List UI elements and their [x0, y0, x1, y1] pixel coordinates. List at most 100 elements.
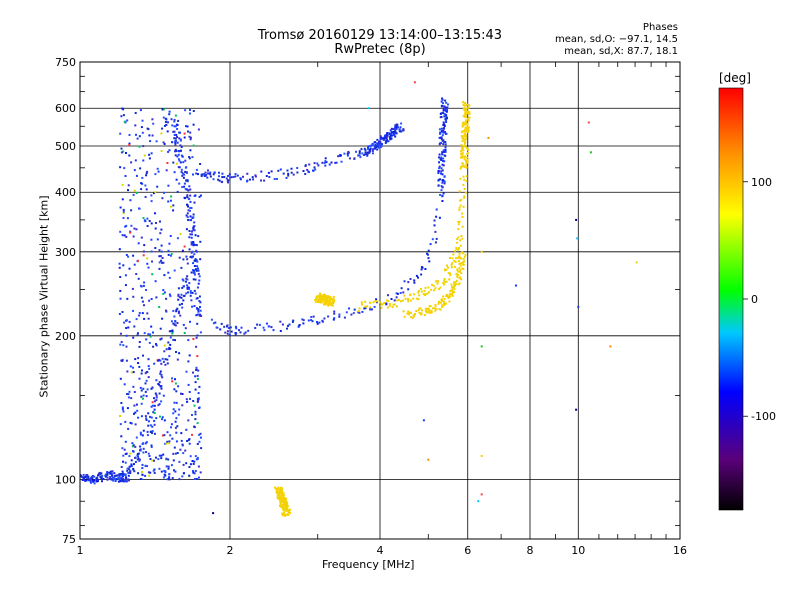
o-mode-point [349, 157, 351, 160]
o-mode-point [262, 326, 265, 329]
o-mode-point [400, 130, 403, 133]
o-mode-point [142, 217, 145, 219]
o-mode-point [185, 179, 188, 182]
x-mode-point [448, 295, 451, 298]
o-mode-point [104, 474, 107, 477]
x-mode-point [459, 264, 462, 267]
o-mode-point [190, 241, 193, 244]
o-mode-point [124, 284, 127, 287]
o-mode-point [227, 179, 230, 182]
o-mode-point [170, 195, 173, 198]
o-mode-point [443, 113, 446, 115]
o-mode-point [126, 217, 129, 220]
o-mode-point [138, 365, 141, 368]
o-mode-point [161, 376, 164, 379]
x-mode-point [434, 304, 437, 306]
o-mode-point [263, 179, 266, 182]
o-mode-point [121, 478, 124, 481]
o-mode-point [135, 436, 138, 439]
o-mode-point [181, 249, 184, 252]
o-mode-point [227, 327, 230, 329]
o-mode-point [163, 419, 166, 422]
x-mode-point [446, 295, 449, 298]
o-mode-point [177, 287, 180, 290]
o-mode-point [93, 479, 96, 482]
x-mode-point [456, 268, 459, 271]
o-mode-point [174, 140, 177, 143]
x-mode-point [285, 509, 288, 512]
o-mode-point [191, 305, 194, 308]
x-mode-point [465, 107, 468, 110]
x-mode-point [420, 290, 423, 293]
x-mode-point [374, 300, 377, 303]
o-mode-point [429, 243, 432, 246]
o-mode-point [126, 467, 129, 470]
o-mode-point [188, 230, 191, 232]
x-mode-point [463, 130, 466, 133]
o-mode-point [243, 332, 246, 335]
x-tick-label: 8 [527, 544, 534, 557]
o-mode-point [177, 413, 180, 416]
o-mode-point [162, 108, 165, 111]
o-mode-point [194, 381, 197, 384]
o-mode-point [186, 440, 189, 442]
o-mode-point [173, 323, 176, 326]
o-mode-point [138, 458, 141, 461]
x-mode-point [325, 295, 328, 298]
isolated-point [609, 345, 612, 348]
o-mode-point [173, 137, 176, 140]
o-mode-point [147, 266, 150, 269]
x-mode-point [441, 304, 444, 307]
o-mode-point [226, 325, 228, 328]
o-mode-point [176, 128, 179, 130]
o-mode-point [167, 458, 170, 461]
o-mode-point [187, 189, 190, 192]
x-mode-point [276, 491, 279, 494]
x-mode-point [451, 292, 454, 294]
o-mode-point [159, 220, 161, 223]
o-mode-point [304, 173, 307, 175]
o-mode-point [316, 321, 318, 323]
x-mode-point [424, 293, 427, 296]
x-mode-point [424, 286, 427, 289]
x-mode-point [458, 220, 461, 223]
o-mode-point [167, 249, 170, 252]
o-mode-point [395, 123, 398, 126]
o-mode-point [134, 456, 137, 459]
o-mode-point [155, 343, 157, 346]
o-mode-point [186, 212, 189, 215]
o-mode-point [372, 144, 375, 147]
o-mode-point [196, 322, 199, 325]
o-mode-point [186, 196, 189, 199]
x-mode-point [279, 502, 282, 505]
o-mode-point [371, 148, 374, 151]
o-mode-point [288, 323, 291, 326]
x-mode-point [328, 300, 331, 303]
o-mode-point [124, 225, 127, 228]
isolated-point [575, 408, 578, 411]
y-tick-label: 300 [55, 246, 76, 259]
o-mode-point [145, 379, 148, 382]
o-mode-point [143, 317, 146, 320]
o-mode-point [197, 309, 200, 312]
o-mode-point [134, 159, 137, 162]
o-mode-point [84, 479, 87, 482]
o-mode-point [178, 478, 181, 481]
x-mode-point [281, 506, 284, 509]
x-mode-point [464, 112, 467, 115]
o-mode-point [155, 396, 158, 399]
o-mode-point [178, 303, 181, 306]
o-mode-point [226, 332, 229, 335]
o-mode-point [442, 102, 444, 105]
o-mode-point [366, 153, 369, 155]
o-mode-point [188, 438, 191, 441]
o-mode-point [124, 440, 127, 443]
o-mode-point [392, 133, 395, 136]
x-mode-point [462, 149, 465, 152]
x-mode-point [464, 122, 467, 124]
o-mode-point [125, 345, 128, 348]
x-mode-point [360, 301, 363, 304]
o-mode-point [310, 316, 313, 318]
o-mode-point [409, 278, 412, 280]
x-mode-point [459, 167, 462, 170]
